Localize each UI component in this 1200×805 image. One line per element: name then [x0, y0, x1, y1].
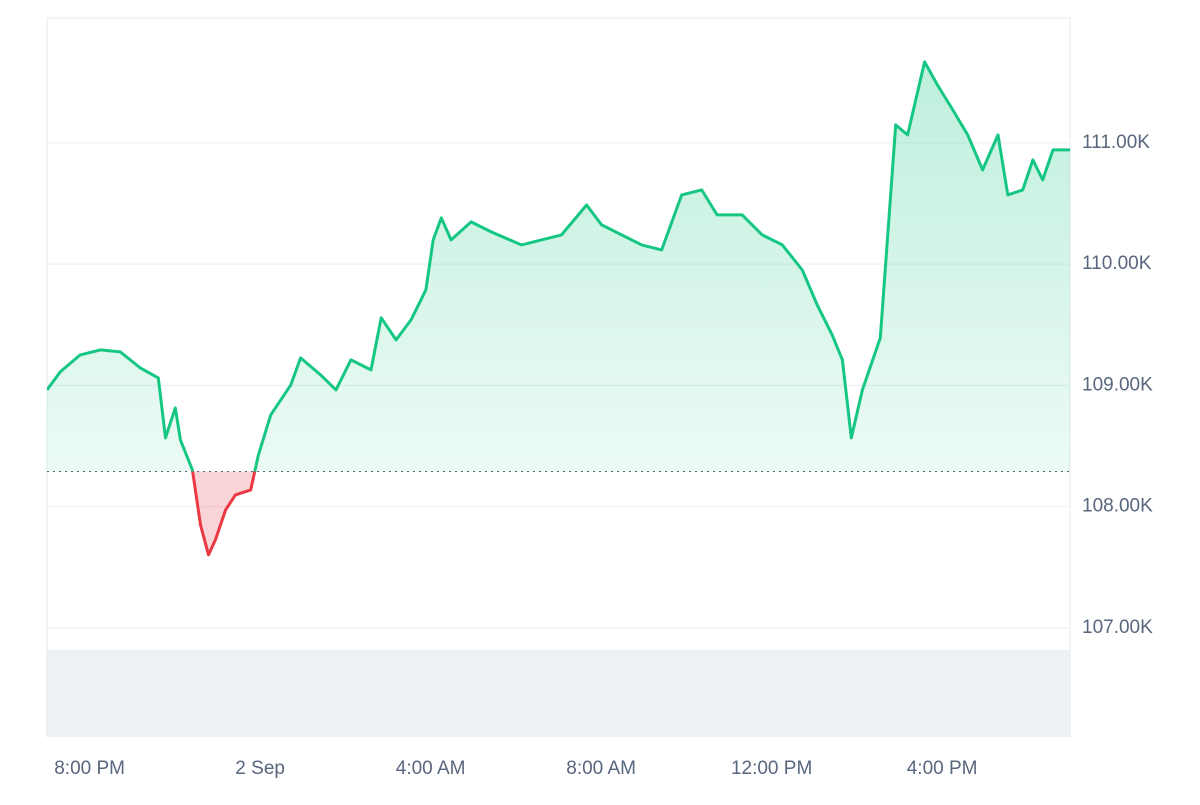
- y-tick-label: 111.00K: [1082, 132, 1150, 153]
- y-tick-label: 110.00K: [1082, 253, 1152, 274]
- volume-band: [47, 650, 1070, 737]
- y-tick-label: 109.00K: [1082, 374, 1153, 395]
- y-tick-label: 107.00K: [1082, 617, 1153, 638]
- price-line-down: [191, 471, 257, 557]
- x-tick-label: 4:00 PM: [907, 758, 978, 779]
- x-tick-label: 8:00 PM: [54, 758, 125, 779]
- area-up: [47, 61, 1070, 472]
- plot: [47, 60, 1070, 557]
- x-tick-label: 8:00 AM: [566, 758, 636, 779]
- x-tick-label: 12:00 PM: [731, 758, 812, 779]
- x-tick-label: 4:00 AM: [396, 758, 466, 779]
- price-line-up: [47, 60, 1070, 472]
- labels: 107.00K 108.00K 109.00K 110.00K 111.00K 8:00 …: [54, 132, 1153, 779]
- x-tick-label: 2 Sep: [235, 758, 285, 779]
- y-tick-label: 108.00K: [1082, 496, 1153, 517]
